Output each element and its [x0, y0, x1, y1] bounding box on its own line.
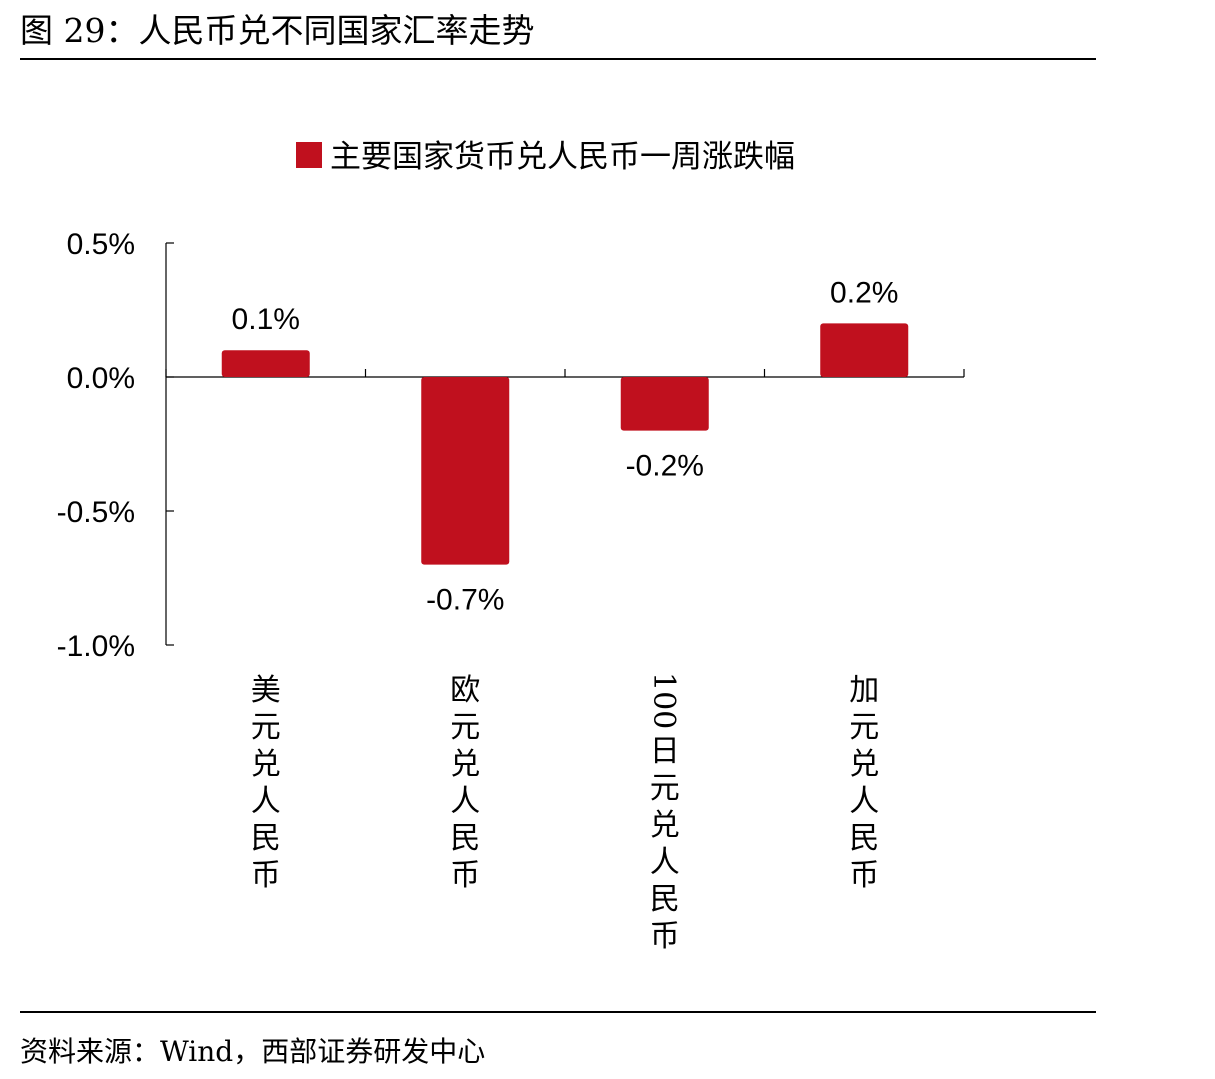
category-label-char: 兑 [251, 747, 281, 782]
category-label-char: 人 [450, 784, 480, 819]
category-label-char: 人 [849, 784, 879, 819]
y-tick-label: 0.5% [67, 228, 135, 261]
category-label-digits: 100 [646, 672, 681, 729]
category-label-char: 币 [251, 858, 281, 893]
bottom-rule [20, 1011, 1096, 1013]
category-label-char: 兑 [650, 808, 680, 843]
category-label-char: 欧 [450, 673, 480, 708]
category-label-char: 日 [650, 734, 680, 769]
category-label-char: 民 [650, 882, 680, 917]
source-note: 资料来源：Wind，西部证券研发中心 [20, 1035, 486, 1068]
data-label: 0.1% [232, 303, 300, 336]
category-label-char: 民 [849, 821, 879, 856]
bar [421, 377, 510, 565]
category-label-char: 币 [650, 919, 680, 954]
category-label-char: 加 [849, 673, 879, 708]
top-rule [20, 58, 1096, 60]
category-label-char: 民 [251, 821, 281, 856]
category-label-char: 币 [450, 858, 480, 893]
category-label-char: 兑 [849, 747, 879, 782]
bar [221, 350, 310, 377]
bars [221, 323, 909, 565]
y-tick-label: -0.5% [57, 496, 135, 529]
data-label: -0.7% [426, 584, 504, 617]
category-label-char: 元 [251, 710, 281, 745]
data-label: 0.2% [830, 276, 898, 309]
category-label-char: 兑 [450, 747, 480, 782]
figure-title: 图 29：人民币兑不同国家汇率走势 [20, 11, 535, 50]
y-tick-label: 0.0% [67, 362, 135, 395]
bar [620, 377, 709, 431]
category-label-char: 元 [450, 710, 480, 745]
category-label-char: 民 [450, 821, 480, 856]
data-labels: 0.1% -0.7% -0.2% 0.2% [232, 276, 899, 616]
data-label: -0.2% [626, 450, 704, 483]
category-label-char: 币 [849, 858, 879, 893]
category-label-char: 美 [251, 673, 281, 708]
category-label-char: 人 [251, 784, 281, 819]
bar [820, 323, 909, 377]
category-label-char: 元 [650, 771, 680, 806]
category-label-char: 人 [650, 845, 680, 880]
legend-label: 主要国家货币兑人民币一周涨跌幅 [330, 139, 795, 175]
legend-swatch [296, 142, 322, 168]
category-label-char: 元 [849, 710, 879, 745]
legend: 主要国家货币兑人民币一周涨跌幅 [296, 139, 795, 175]
y-tick-label: -1.0% [57, 630, 135, 663]
axes: 0.5% 0.0% -0.5% -1.0% [57, 228, 965, 663]
